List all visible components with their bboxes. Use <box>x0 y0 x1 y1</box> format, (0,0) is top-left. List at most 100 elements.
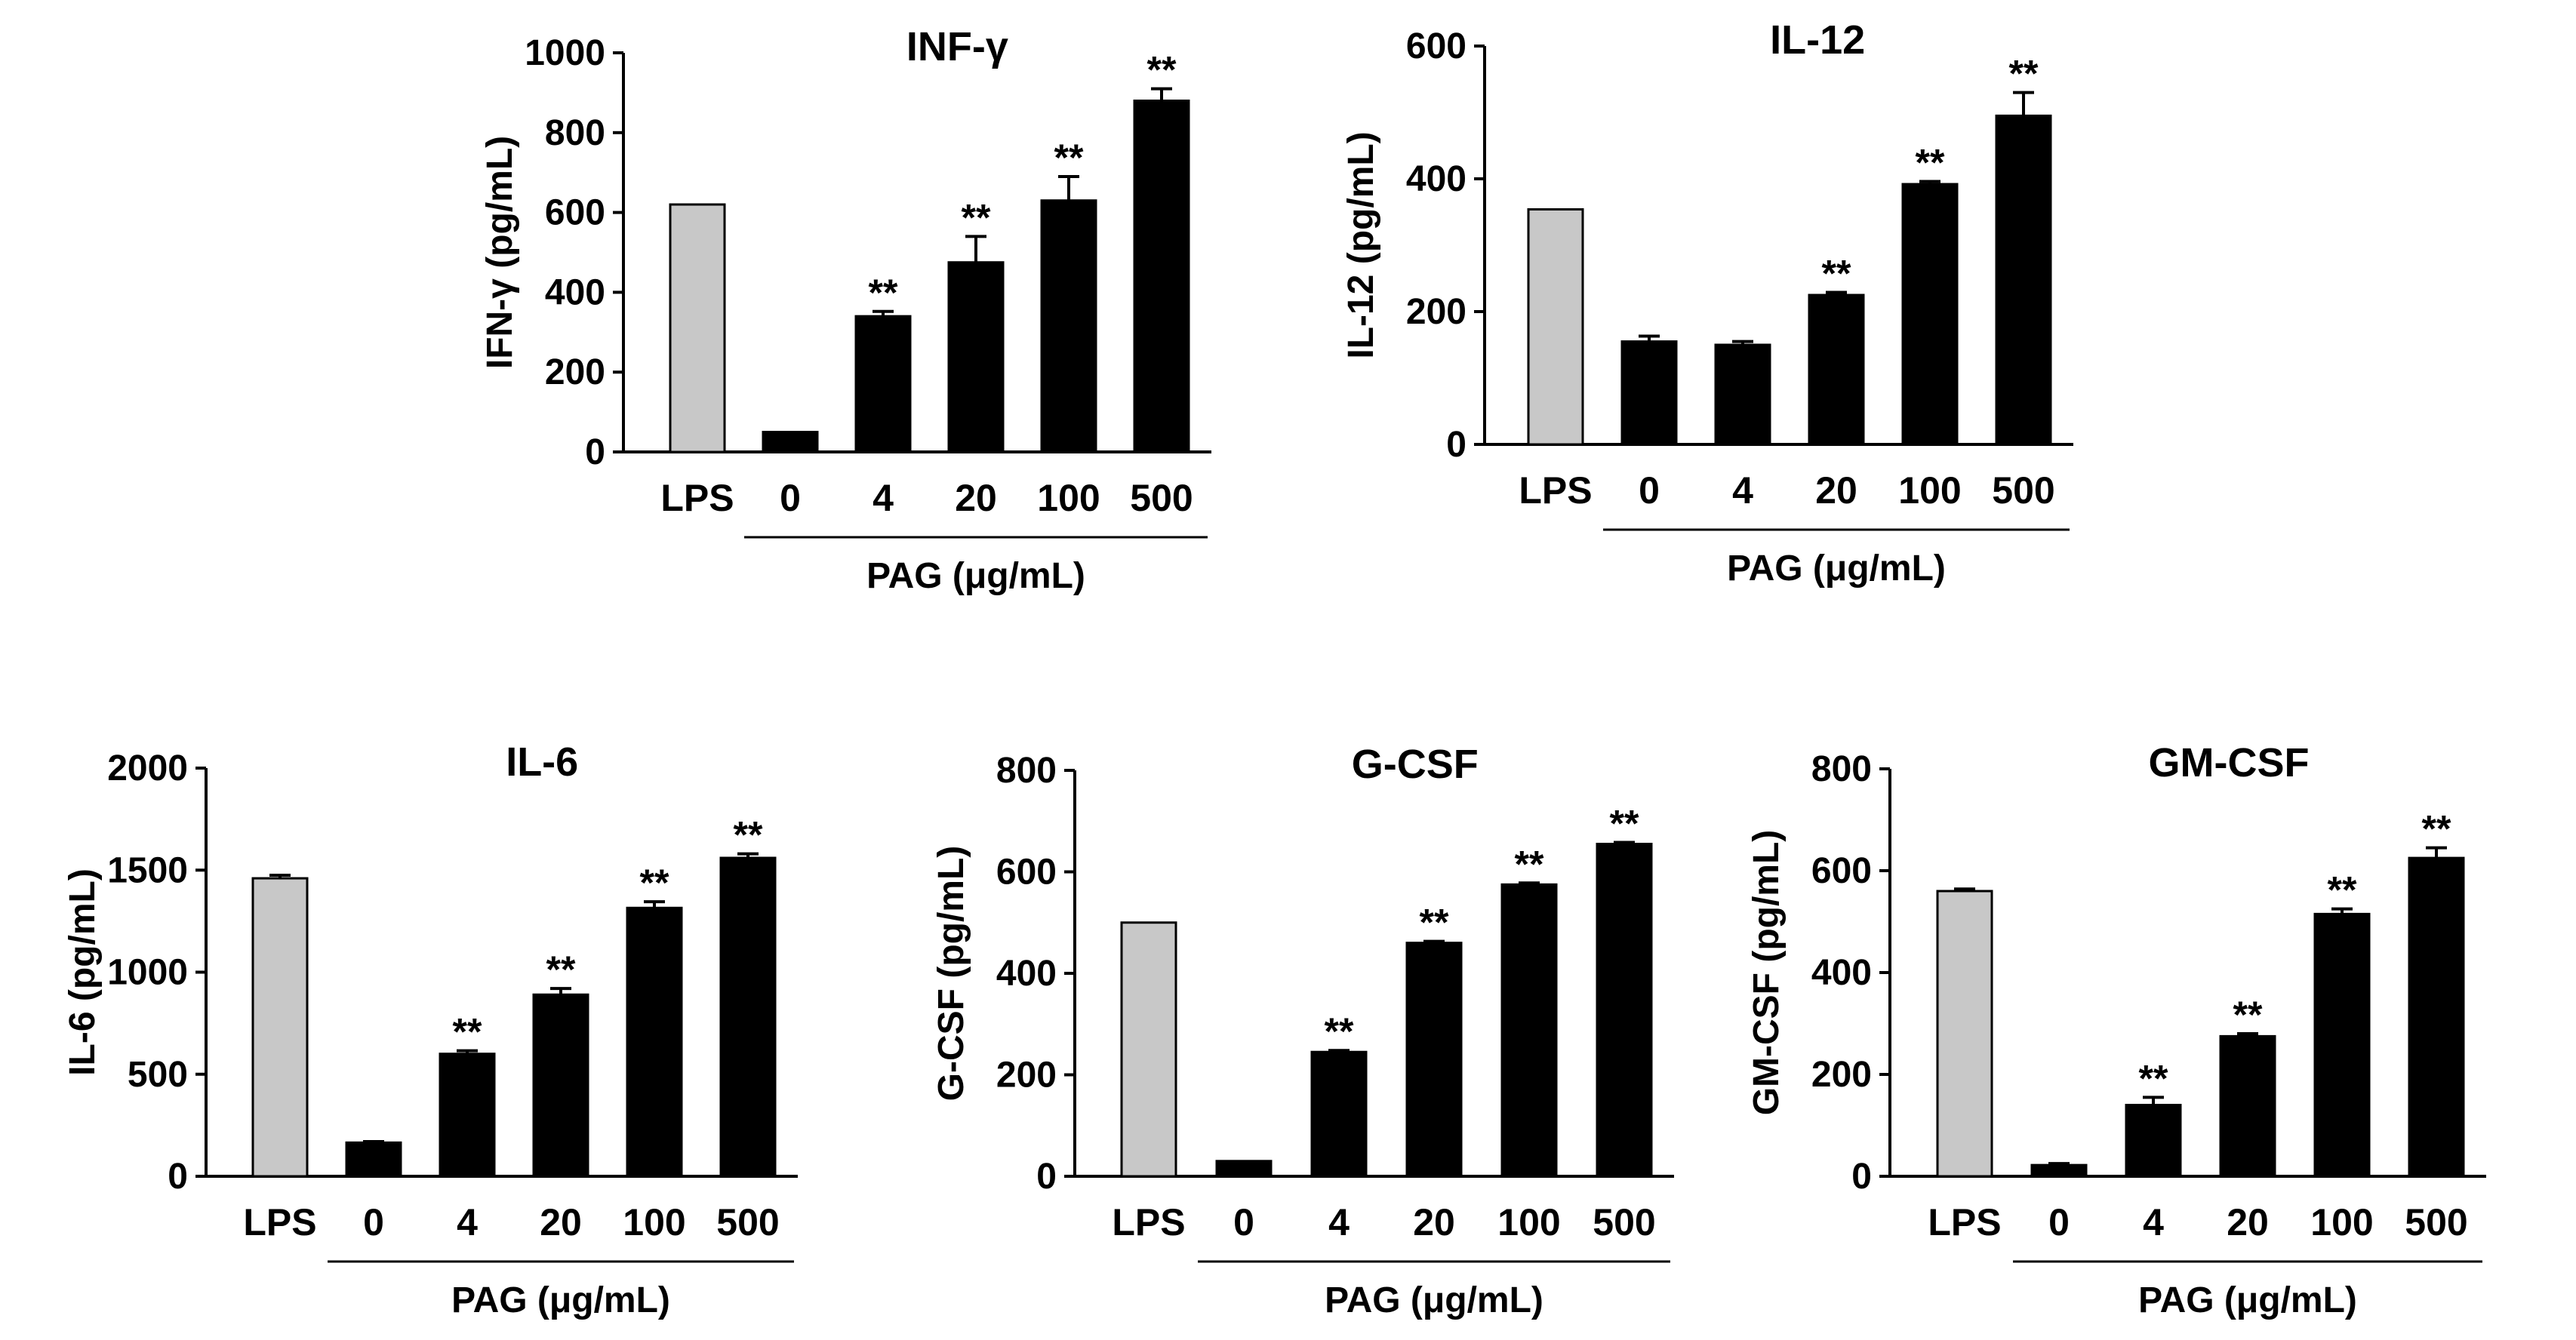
bar-pag-20 <box>947 261 1005 453</box>
x-category-label: 100 <box>1497 1201 1560 1243</box>
bar-lps <box>1120 921 1177 1178</box>
bar-pag-4 <box>1714 343 1771 446</box>
y-tick-label: 2000 <box>107 748 188 788</box>
significance-marker: ** <box>1916 142 1945 184</box>
x-category-label: 100 <box>2310 1201 2373 1243</box>
x-axis-group-label: PAG (μg/mL) <box>451 1280 670 1320</box>
y-tick-label: 0 <box>585 432 605 472</box>
significance-marker: ** <box>1515 843 1544 885</box>
y-tick-label: 400 <box>1406 159 1467 199</box>
x-category-label: 20 <box>1815 469 1857 512</box>
bar-pag-100 <box>2313 912 2371 1178</box>
significance-marker: ** <box>2139 1057 2168 1099</box>
y-tick-label: 1000 <box>107 953 188 993</box>
bar-pag-100 <box>1040 199 1097 453</box>
x-category-label: 100 <box>623 1201 685 1243</box>
bar-pag-100 <box>1901 183 1959 446</box>
bar-pag-100 <box>626 906 683 1178</box>
x-category-label: 100 <box>1037 477 1100 519</box>
x-category-label: 20 <box>2227 1201 2269 1243</box>
significance-marker: ** <box>640 862 669 904</box>
bar-lps <box>1936 890 1993 1178</box>
significance-marker: ** <box>1054 137 1084 179</box>
x-category-label: 4 <box>457 1201 478 1243</box>
significance-marker: ** <box>2422 808 2451 850</box>
y-tick-label: 1000 <box>525 33 605 73</box>
x-category-label: 500 <box>1593 1201 1655 1243</box>
x-category-label: 500 <box>1130 477 1193 519</box>
x-category-label: LPS <box>1928 1201 2001 1243</box>
chart-title: G-CSF <box>1352 742 1479 787</box>
y-tick-label: 0 <box>168 1157 188 1197</box>
chart-panel-il-6: 0 500 1000 1500 2000 LPS 0 ** 4 ** 20 ** 100 ** 500 PAG… <box>63 739 798 1320</box>
y-tick-label: 400 <box>1811 953 1872 993</box>
y-tick-label: 400 <box>545 272 605 312</box>
bar-pag-0 <box>1620 340 1678 446</box>
x-category-label: 0 <box>1639 469 1660 512</box>
chart-panel-inf-: 0 200 400 600 800 1000 LPS 0 ** 4 ** 20 ** 100 ** 500 PA… <box>480 24 1211 596</box>
significance-marker: ** <box>2328 869 2357 911</box>
significance-marker: ** <box>546 948 576 991</box>
bar-pag-500 <box>2408 856 2465 1178</box>
bar-pag-4 <box>439 1053 496 1178</box>
x-category-label: 0 <box>1233 1201 1254 1243</box>
x-category-label: 4 <box>2143 1201 2164 1243</box>
y-tick-label: 500 <box>128 1055 188 1095</box>
bar-pag-100 <box>1500 883 1558 1178</box>
bar-pag-500 <box>1596 843 1653 1178</box>
y-tick-label: 0 <box>1446 425 1467 465</box>
significance-marker: ** <box>2009 53 2039 95</box>
bar-pag-500 <box>719 856 777 1178</box>
bar-pag-0 <box>345 1141 402 1178</box>
x-category-label: 4 <box>1328 1201 1350 1243</box>
bar-lps <box>1527 207 1584 446</box>
x-category-label: 500 <box>1992 469 2054 512</box>
y-tick-label: 800 <box>545 113 605 153</box>
significance-marker: ** <box>734 814 763 856</box>
x-category-label: 20 <box>955 477 997 519</box>
chart-panel-g-csf: 0 200 400 600 800 LPS 0 ** 4 ** 20 ** 100 ** 500 PAG (μ… <box>931 742 1674 1320</box>
x-axis-group-label: PAG (μg/mL) <box>2138 1280 2357 1320</box>
bar-pag-500 <box>1995 114 2052 446</box>
bar-pag-20 <box>1405 942 1463 1178</box>
y-tick-label: 200 <box>545 352 605 392</box>
x-category-label: 0 <box>780 477 801 519</box>
chart-title: IL-12 <box>1770 17 1865 63</box>
bar-pag-4 <box>2125 1104 2182 1178</box>
y-tick-label: 400 <box>996 954 1057 994</box>
bar-pag-20 <box>1808 294 1865 446</box>
x-category-label: 20 <box>540 1201 582 1243</box>
x-category-label: 0 <box>2048 1201 2070 1243</box>
bar-pag-0 <box>2030 1163 2088 1178</box>
significance-marker: ** <box>1420 902 1449 944</box>
bar-pag-0 <box>1215 1160 1273 1178</box>
significance-marker: ** <box>1147 49 1177 91</box>
y-tick-label: 600 <box>1406 26 1467 66</box>
y-tick-label: 200 <box>1406 292 1467 332</box>
y-tick-label: 0 <box>1036 1157 1057 1197</box>
x-axis-group-label: PAG (μg/mL) <box>1325 1280 1543 1320</box>
y-axis-label: IFN-γ (pg/mL) <box>480 136 520 369</box>
significance-marker: ** <box>2233 994 2263 1036</box>
bar-pag-20 <box>532 993 589 1178</box>
x-axis-group-label: PAG (μg/mL) <box>1727 549 1946 589</box>
x-category-label: 0 <box>363 1201 384 1243</box>
significance-marker: ** <box>962 196 991 238</box>
chart-title: GM-CSF <box>2149 740 2310 785</box>
y-tick-label: 800 <box>996 751 1057 791</box>
y-tick-label: 200 <box>996 1056 1057 1096</box>
x-category-label: 500 <box>716 1201 779 1243</box>
significance-marker: ** <box>453 1011 482 1053</box>
bar-lps <box>669 203 726 453</box>
bar-pag-4 <box>1310 1050 1368 1178</box>
x-category-label: LPS <box>1519 469 1592 512</box>
chart-panel-gm-csf: 0 200 400 600 800 LPS 0 ** 4 ** 20 ** 100 ** 500 PAG (μ… <box>1747 740 2486 1320</box>
bar-lps <box>251 877 309 1178</box>
chart-title: IL-6 <box>506 739 578 785</box>
x-category-label: 500 <box>2405 1201 2467 1243</box>
bar-pag-4 <box>854 315 912 453</box>
x-category-label: LPS <box>1112 1201 1185 1243</box>
y-tick-label: 800 <box>1811 749 1872 789</box>
y-tick-label: 600 <box>996 853 1057 893</box>
